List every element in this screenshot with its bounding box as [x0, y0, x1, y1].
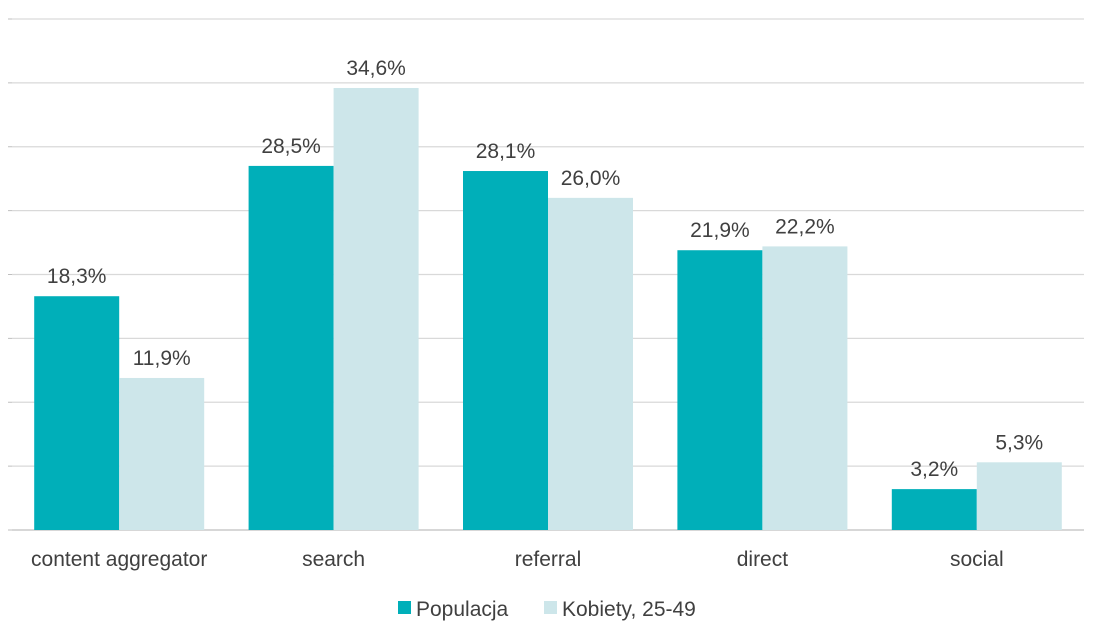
data-label-kobiety-25-49-0: 11,9% [133, 347, 191, 370]
data-label-kobiety-25-49-3: 22,2% [775, 215, 835, 238]
data-label-populacja-4: 3,2% [910, 458, 958, 481]
legend-item-kobiety[interactable]: Kobiety, 25-49 [544, 598, 696, 621]
data-label-populacja-1: 28,5% [261, 135, 321, 158]
bars [34, 87, 1062, 531]
data-labels: 18,3% 11,9% 28,5% 34,6% 28,1% 26,0% 21,9% 22,2%… [47, 57, 1043, 481]
legend: Populacja Kobiety, 25-49 [398, 598, 696, 621]
bar-populacja-3[interactable] [677, 250, 763, 531]
category-label: search [302, 548, 365, 571]
category-label: content aggregator [31, 548, 207, 571]
bar-populacja-0[interactable] [34, 296, 120, 530]
category-label: referral [515, 548, 582, 571]
bar-kobiety-25-49-4[interactable] [976, 462, 1062, 530]
legend-label-populacja: Populacja [416, 598, 509, 621]
bar-kobiety-25-49-1[interactable] [333, 87, 419, 531]
bar-populacja-1[interactable] [248, 165, 334, 530]
legend-label-kobiety: Kobiety, 25-49 [562, 598, 696, 621]
bar-populacja-2[interactable] [463, 171, 548, 530]
legend-swatch-populacja [398, 601, 411, 614]
legend-swatch-kobiety [544, 601, 557, 614]
data-label-populacja-2: 28,1% [476, 140, 536, 163]
bar-kobiety-25-49-0[interactable] [119, 377, 205, 530]
data-label-populacja-3: 21,9% [690, 219, 750, 242]
data-label-kobiety-25-49-1: 34,6% [346, 57, 406, 80]
legend-item-populacja[interactable]: Populacja [398, 598, 509, 621]
bar-populacja-4[interactable] [891, 489, 977, 530]
category-label: social [950, 548, 1004, 571]
data-label-kobiety-25-49-2: 26,0% [561, 167, 621, 190]
data-label-kobiety-25-49-4: 5,3% [995, 431, 1043, 454]
data-label-populacja-0: 18,3% [47, 265, 107, 288]
category-axis: content aggregator search referral direct so… [31, 548, 1004, 571]
bar-kobiety-25-49-3[interactable] [762, 246, 848, 530]
category-label: direct [737, 548, 789, 571]
bar-kobiety-25-49-2[interactable] [548, 197, 633, 530]
